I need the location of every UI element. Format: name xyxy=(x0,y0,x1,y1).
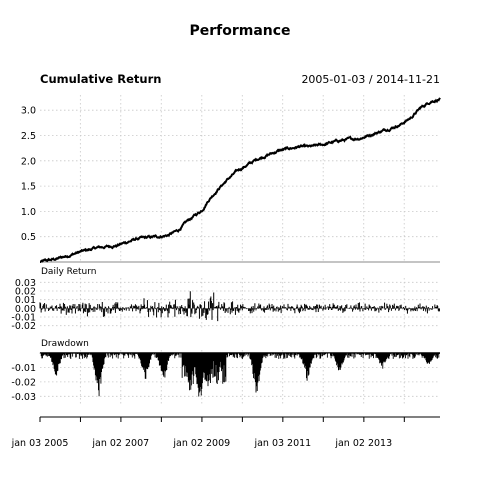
cumulative-y-tick-label: 2.5 xyxy=(21,131,36,142)
drawdown-bars xyxy=(39,352,440,397)
x-axis-tick-label: jan 02 2007 xyxy=(91,438,149,449)
x-axis-tick-label: jan 02 2013 xyxy=(334,438,392,449)
x-axis-tick-label: jan 02 2009 xyxy=(172,438,230,449)
daily-y-tick-label: -0.02 xyxy=(11,321,36,332)
cumulative-y-tick-label: 0.5 xyxy=(21,232,36,243)
cumulative-return-panel xyxy=(39,97,441,263)
daily-y-tick-label: 0.01 xyxy=(15,295,36,306)
grid-layer xyxy=(40,95,440,405)
cumulative-y-tick-label: 2.0 xyxy=(21,156,36,167)
drawdown-y-tick-label: -0.03 xyxy=(11,392,36,403)
daily-return-bars xyxy=(39,291,440,322)
drawdown-panel xyxy=(39,352,440,397)
drawdown-y-tick-label: -0.01 xyxy=(11,363,36,374)
daily-y-tick-label: 0.02 xyxy=(15,287,36,298)
date-range-label: 2005-01-03 / 2014-11-21 xyxy=(301,73,440,86)
daily-return-panel xyxy=(39,291,440,322)
daily-y-tick-label: -0.01 xyxy=(11,313,36,324)
x-axis-tick-label: jan 03 2005 xyxy=(11,438,69,449)
drawdown-y-tick-label: -0.02 xyxy=(11,377,36,388)
drawdown-title: Drawdown xyxy=(41,339,89,349)
x-axis-tick-label: jan 03 2011 xyxy=(253,438,311,449)
chart-title: Performance xyxy=(189,23,290,39)
cumulative-return-title: Cumulative Return xyxy=(40,72,161,86)
axis-layer: 0.51.01.52.02.53.0-0.02-0.010.000.010.02… xyxy=(11,106,440,449)
cumulative-return-line xyxy=(39,97,441,263)
daily-return-title: Daily Return xyxy=(41,267,97,277)
cumulative-y-tick-label: 1.5 xyxy=(21,182,36,193)
daily-y-tick-label: 0.03 xyxy=(15,278,36,289)
daily-y-tick-label: 0.00 xyxy=(15,304,36,315)
cumulative-y-tick-label: 1.0 xyxy=(21,207,36,218)
cumulative-y-tick-label: 3.0 xyxy=(21,106,36,117)
